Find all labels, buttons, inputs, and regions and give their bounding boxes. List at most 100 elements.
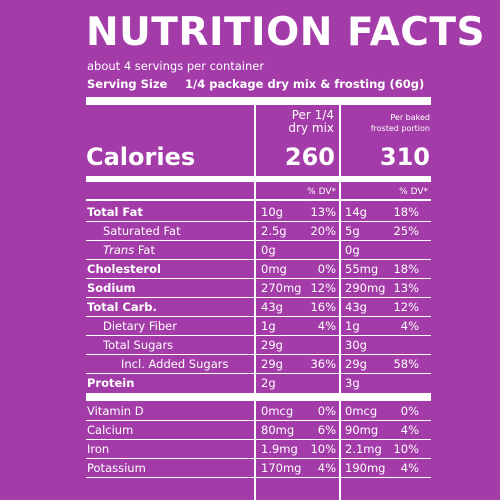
nutrient-dv-col2: 18% xyxy=(393,205,419,219)
micro-amount-col1: 170mg xyxy=(261,461,302,475)
nutrient-label-dietary-fiber: Dietary Fiber xyxy=(103,319,177,333)
micro-dv-col2: 4% xyxy=(400,461,419,475)
row-divider xyxy=(86,354,431,355)
nutrient-dv-col2: 12% xyxy=(393,300,419,314)
micro-amount-col2: 90mg xyxy=(345,423,379,437)
nutrient-label-cholesterol: Cholesterol xyxy=(87,262,161,276)
col1-header-line1: Per 1/4 xyxy=(291,108,334,122)
row-divider xyxy=(86,297,431,298)
row-divider xyxy=(86,278,431,279)
nutrient-dv-col1: 4% xyxy=(317,319,336,333)
serving-size-label: Serving Size xyxy=(87,77,168,91)
micro-amount-col1: 80mg xyxy=(261,423,295,437)
micro-dv-col1: 10% xyxy=(310,442,336,456)
calories-label: Calories xyxy=(86,143,196,171)
nutrient-amount-col1: 0g xyxy=(261,243,276,257)
dv-header-col2: % DV* xyxy=(399,187,428,197)
micro-amount-col1: 0mcg xyxy=(261,404,294,418)
nutrient-dv-col2: 4% xyxy=(400,319,419,333)
micro-amount-col2: 190mg xyxy=(345,461,386,475)
nutrient-label-protein: Protein xyxy=(87,376,135,390)
nutrient-dv-col1: 16% xyxy=(310,300,336,314)
row-divider xyxy=(86,477,431,478)
micro-amount-col2: 2.1mg xyxy=(345,442,382,456)
divider-dv-header xyxy=(86,199,431,201)
row-divider xyxy=(86,221,431,222)
nutrient-amount-col1: 29g xyxy=(261,357,283,371)
nutrient-amount-col1: 2.5g xyxy=(261,224,287,238)
nutrient-dv-col2: 18% xyxy=(393,262,419,276)
trans-italic: Trans xyxy=(103,243,135,257)
row-divider xyxy=(86,458,431,459)
row-divider xyxy=(86,420,431,421)
thick-divider-calories xyxy=(86,176,431,182)
nutrient-amount-col2: 55mg xyxy=(345,262,379,276)
nutrient-label-added-sugars: Incl. Added Sugars xyxy=(121,357,229,371)
thick-divider-micros xyxy=(86,393,431,401)
row-divider xyxy=(86,335,431,336)
micro-amount-col2: 0mcg xyxy=(345,404,378,418)
nutrient-amount-col2: 3g xyxy=(345,376,360,390)
row-divider xyxy=(86,259,431,260)
row-divider xyxy=(86,373,431,374)
micro-dv-col1: 6% xyxy=(317,423,336,437)
thick-divider-top xyxy=(86,97,431,105)
micro-label-iron: Iron xyxy=(87,442,110,456)
nutrient-amount-col2: 30g xyxy=(345,338,367,352)
nutrient-amount-col1: 43g xyxy=(261,300,283,314)
nutrient-amount-col2: 0g xyxy=(345,243,360,257)
micro-dv-col2: 4% xyxy=(400,423,419,437)
nutrient-dv-col1: 13% xyxy=(310,205,336,219)
nutrient-dv-col1: 36% xyxy=(310,357,336,371)
nutrient-amount-col1: 0mg xyxy=(261,262,287,276)
dv-header-col1: % DV* xyxy=(307,187,336,197)
col2-header-line1: Per baked xyxy=(390,113,430,122)
nutrient-amount-col2: 14g xyxy=(345,205,367,219)
micro-dv-col2: 10% xyxy=(393,442,419,456)
nutrient-amount-col1: 29g xyxy=(261,338,283,352)
nutrient-amount-col2: 43g xyxy=(345,300,367,314)
nutrient-amount-col2: 5g xyxy=(345,224,360,238)
micro-dv-col1: 4% xyxy=(317,461,336,475)
nutrient-dv-col2: 25% xyxy=(393,224,419,238)
nutrient-label-sodium: Sodium xyxy=(87,281,136,295)
servings-per-container: about 4 servings per container xyxy=(87,59,265,73)
micro-label-calcium: Calcium xyxy=(87,423,134,437)
column-separator-mid xyxy=(339,105,341,500)
nutrient-label-total-carb: Total Carb. xyxy=(87,300,157,314)
nutrient-dv-col1: 20% xyxy=(310,224,336,238)
nutrient-label-trans-fat: Trans Fat xyxy=(103,243,155,257)
row-divider xyxy=(86,316,431,317)
micro-dv-col2: 0% xyxy=(400,404,419,418)
row-divider xyxy=(86,439,431,440)
micro-dv-col1: 0% xyxy=(317,404,336,418)
nutrient-amount-col2: 29g xyxy=(345,357,367,371)
micro-amount-col1: 1.9mg xyxy=(261,442,298,456)
nutrient-amount-col1: 2g xyxy=(261,376,276,390)
column-separator-left xyxy=(254,105,256,500)
col1-header-line2: dry mix xyxy=(288,121,334,135)
serving-size-row: Serving Size 1/4 package dry mix & frost… xyxy=(87,77,424,91)
nutrient-amount-col1: 10g xyxy=(261,205,283,219)
nutrient-dv-col1: 0% xyxy=(317,262,336,276)
nutrient-amount-col2: 290mg xyxy=(345,281,386,295)
col2-header: Per baked frosted portion xyxy=(342,112,430,134)
serving-size-value: 1/4 package dry mix & frosting (60g) xyxy=(185,77,425,91)
nutrient-dv-col2: 13% xyxy=(393,281,419,295)
calories-col2: 310 xyxy=(379,143,430,171)
row-divider xyxy=(86,240,431,241)
col1-header: Per 1/4 dry mix xyxy=(255,109,334,135)
nutrient-amount-col1: 1g xyxy=(261,319,276,333)
label-title: NUTRITION FACTS xyxy=(86,10,486,55)
micro-label-potassium: Potassium xyxy=(87,461,146,475)
nutrient-amount-col1: 270mg xyxy=(261,281,302,295)
calories-col1: 260 xyxy=(284,143,335,171)
nutrient-label-total-sugars: Total Sugars xyxy=(103,338,174,352)
col2-header-line2: frosted portion xyxy=(370,124,430,133)
nutrient-dv-col2: 58% xyxy=(393,357,419,371)
nutrient-amount-col2: 1g xyxy=(345,319,360,333)
nutrient-label-saturated-fat: Saturated Fat xyxy=(103,224,181,238)
micro-label-vitamin-d: Vitamin D xyxy=(87,404,144,418)
nutrient-label-total-fat: Total Fat xyxy=(87,205,143,219)
trans-rest: Fat xyxy=(134,243,155,257)
